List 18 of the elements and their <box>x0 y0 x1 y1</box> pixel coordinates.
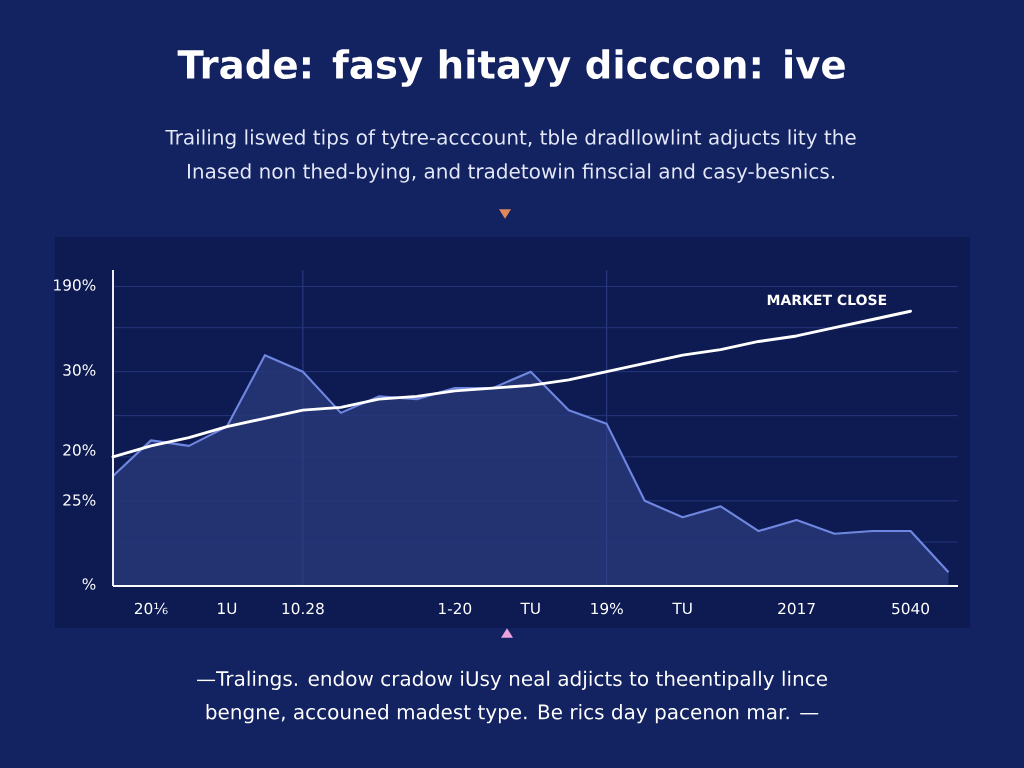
text: 25% <box>63 494 96 506</box>
x-tick-label: 1U <box>218 602 237 615</box>
x-tick-label: 19% <box>591 602 623 615</box>
text: 190% <box>54 279 96 291</box>
x-tick-label: TU <box>520 602 540 615</box>
x-tick-label: TU <box>672 602 692 615</box>
x-tick-label: 1-20 <box>439 602 472 615</box>
x-tick-label: 2017 <box>778 602 815 615</box>
text: —Tralings. endow cradow iUsy neal adjicts to theentipally lince bengne, accouned madest type. Be rics day pacenon mar. — <box>197 670 827 724</box>
series-label: MARKET CLOSE <box>767 294 887 306</box>
text: 20% <box>63 444 96 456</box>
x-tick-label: 5040 <box>892 602 930 615</box>
chart-subtitle: Trailing liswed tips of tytre-acccount, tble dradllowlint adjucts lity the Inased non thed-bying, and tradetowin finscial and casy-besnics. <box>165 129 856 183</box>
text: 30% <box>63 364 96 376</box>
x-tick-label: 10.28 <box>282 602 324 615</box>
x-tick-label: 20⅙ <box>134 602 168 615</box>
chart-title: Trade: fasy hitayy dicccon: ive <box>177 49 845 87</box>
text: % <box>82 578 96 590</box>
